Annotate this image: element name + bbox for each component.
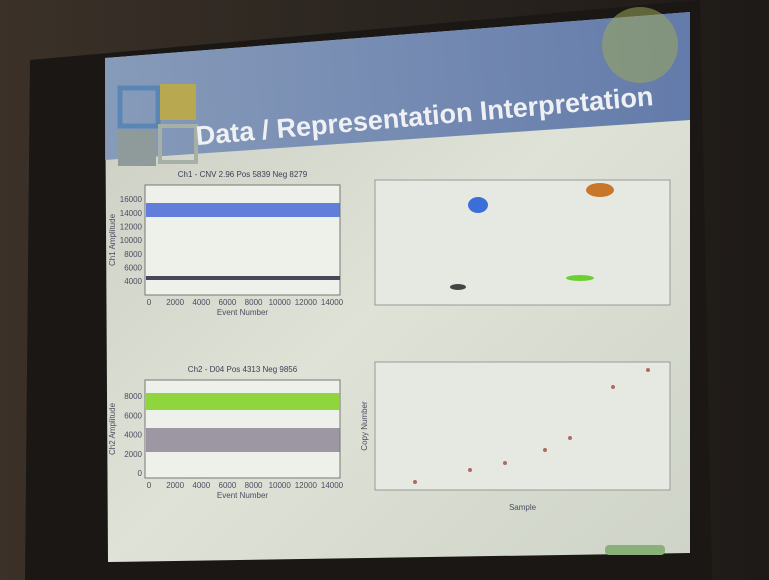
x-tick-label: 0 xyxy=(147,298,152,307)
cluster xyxy=(566,275,594,281)
y-tick-label: 12000 xyxy=(120,222,143,231)
cluster xyxy=(468,197,488,213)
x-tick-label: 2000 xyxy=(166,298,184,307)
droplet-band xyxy=(146,393,340,410)
y-axis-label: Ch2 Amplitude xyxy=(108,402,117,455)
decor-circle xyxy=(602,7,678,83)
plot-title: Ch2 - D04 Pos 4313 Neg 9856 xyxy=(188,365,298,374)
y-tick-label: 4000 xyxy=(124,431,142,440)
footer-tag xyxy=(605,545,665,555)
x-tick-label: 10000 xyxy=(269,481,292,490)
x-axis-label: Event Number xyxy=(217,491,268,500)
x-tick-label: 14000 xyxy=(321,298,344,307)
x-axis-label: Event Number xyxy=(217,308,268,317)
droplet-band xyxy=(146,276,340,280)
y-tick-label: 10000 xyxy=(120,236,143,245)
y-tick-label: 14000 xyxy=(120,209,143,218)
y-tick-label: 0 xyxy=(138,469,143,478)
y-tick-label: 6000 xyxy=(124,411,142,420)
x-tick-label: 2000 xyxy=(166,481,184,490)
x-tick-label: 4000 xyxy=(192,298,210,307)
x-tick-label: 12000 xyxy=(295,298,318,307)
x-tick-label: 12000 xyxy=(295,481,318,490)
logo-square xyxy=(118,130,156,166)
y-tick-label: 2000 xyxy=(124,450,142,459)
cluster xyxy=(586,183,614,197)
x-axis-label: Sample xyxy=(509,503,537,512)
y-axis-label: Ch1 Amplitude xyxy=(108,213,117,266)
y-tick-label: 6000 xyxy=(124,263,142,272)
y-tick-label: 8000 xyxy=(124,250,142,259)
x-tick-label: 10000 xyxy=(269,298,292,307)
photo: Data / Representation Interpretation Ch1… xyxy=(0,0,769,580)
plot-frame xyxy=(375,362,670,490)
y-tick-label: 8000 xyxy=(124,392,142,401)
y-axis-label: Copy Number xyxy=(360,401,369,451)
cluster xyxy=(450,284,466,290)
y-tick-label: 4000 xyxy=(124,277,142,286)
x-tick-label: 4000 xyxy=(192,481,210,490)
x-tick-label: 8000 xyxy=(245,481,263,490)
logo-square xyxy=(160,84,196,120)
x-tick-label: 6000 xyxy=(219,481,237,490)
plot-frame xyxy=(375,180,670,305)
x-tick-label: 6000 xyxy=(219,298,237,307)
x-tick-label: 14000 xyxy=(321,481,344,490)
x-tick-label: 8000 xyxy=(245,298,263,307)
plot-title: Ch1 - CNV 2.96 Pos 5839 Neg 8279 xyxy=(178,170,308,179)
droplet-band xyxy=(146,428,340,452)
x-tick-label: 0 xyxy=(147,481,152,490)
droplet-band xyxy=(146,203,340,217)
y-tick-label: 16000 xyxy=(120,195,143,204)
